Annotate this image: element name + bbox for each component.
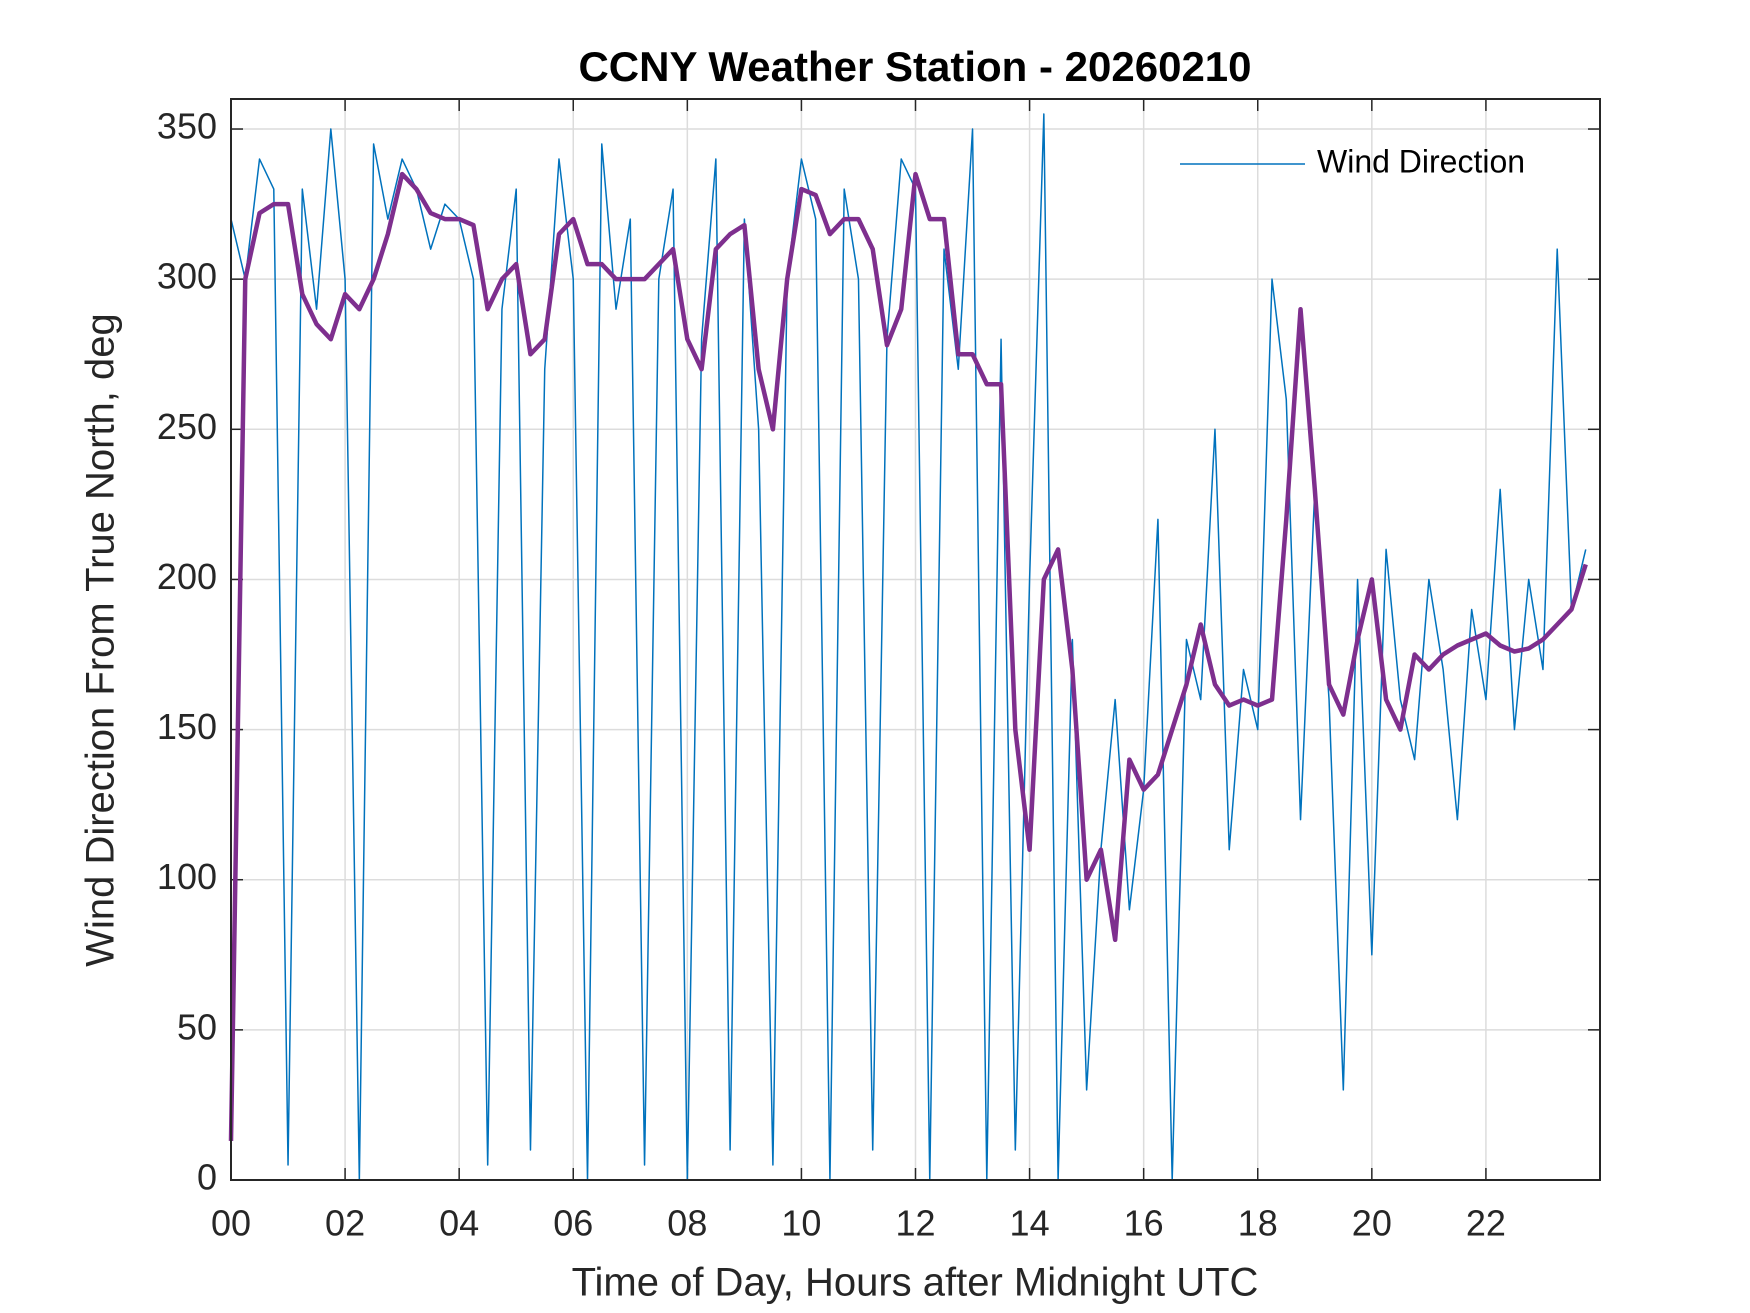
y-tick-label: 100 [157, 856, 217, 897]
legend-label: Wind Direction [1317, 143, 1525, 179]
y-tick-label: 200 [157, 556, 217, 597]
y-tick-label: 0 [197, 1157, 217, 1198]
y-tick-label: 350 [157, 106, 217, 147]
data-line [230, 113, 1587, 1181]
x-tick-label: 02 [325, 1203, 365, 1244]
x-tick-label: 18 [1238, 1203, 1278, 1244]
x-tick-label: 22 [1466, 1203, 1506, 1244]
y-tick-label: 250 [157, 406, 217, 447]
x-tick-label: 10 [781, 1203, 821, 1244]
y-axis-label: Wind Direction From True North, deg [79, 313, 123, 967]
data-line [228, 171, 1588, 1141]
y-tick-label: 150 [157, 706, 217, 747]
x-tick-label: 16 [1124, 1203, 1164, 1244]
x-tick-label: 20 [1352, 1203, 1392, 1244]
chart-title: CCNY Weather Station - 20260210 [578, 43, 1251, 90]
x-tick-label: 06 [553, 1203, 593, 1244]
x-tick-label: 00 [211, 1203, 251, 1244]
plot-frame [230, 98, 1601, 1181]
x-tick-label: 08 [667, 1203, 707, 1244]
x-axis-label: Time of Day, Hours after Midnight UTC [572, 1261, 1259, 1305]
x-tick-label: 04 [439, 1203, 479, 1244]
x-tick-label: 14 [1010, 1203, 1050, 1244]
y-tick-label: 50 [177, 1006, 217, 1047]
x-tick-label: 12 [895, 1203, 935, 1244]
y-tick-label: 300 [157, 256, 217, 297]
